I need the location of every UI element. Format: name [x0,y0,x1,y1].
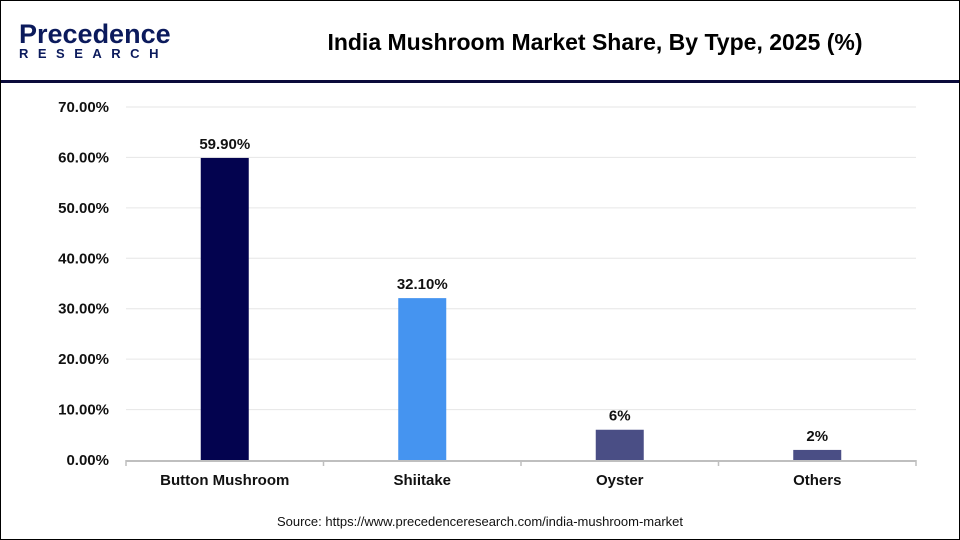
y-tick-label: 50.00% [58,200,109,217]
y-tick-label: 60.00% [58,149,109,166]
bar [398,298,447,460]
y-tick-label: 40.00% [58,250,109,267]
precedence-research-logo: Precedence RESEARCH [19,21,171,61]
data-label: 32.10% [397,276,448,293]
source-text: Source: https://www.precedenceresearch.c… [276,514,684,529]
data-label: 2% [806,428,828,445]
logo-line2: RESEARCH [19,46,168,61]
y-tick-label: 20.00% [58,351,109,368]
y-tick-label: 10.00% [58,402,109,419]
header-divider [1,80,959,83]
x-tick-label: Button Mushroom [160,472,289,489]
y-tick-label: 70.00% [58,99,109,116]
bar [200,157,249,460]
bar [595,429,644,460]
y-tick-label: 0.00% [66,452,109,469]
chart-title: India Mushroom Market Share, By Type, 20… [327,29,863,55]
x-tick-label: Oyster [596,472,644,489]
x-tick-label: Shiitake [393,472,451,489]
x-tick-label: Others [793,472,841,489]
data-label: 59.90% [199,136,250,153]
data-label: 6% [609,408,631,425]
logo-line1: Precedence [19,19,171,49]
bar [793,449,842,460]
y-tick-label: 30.00% [58,301,109,318]
